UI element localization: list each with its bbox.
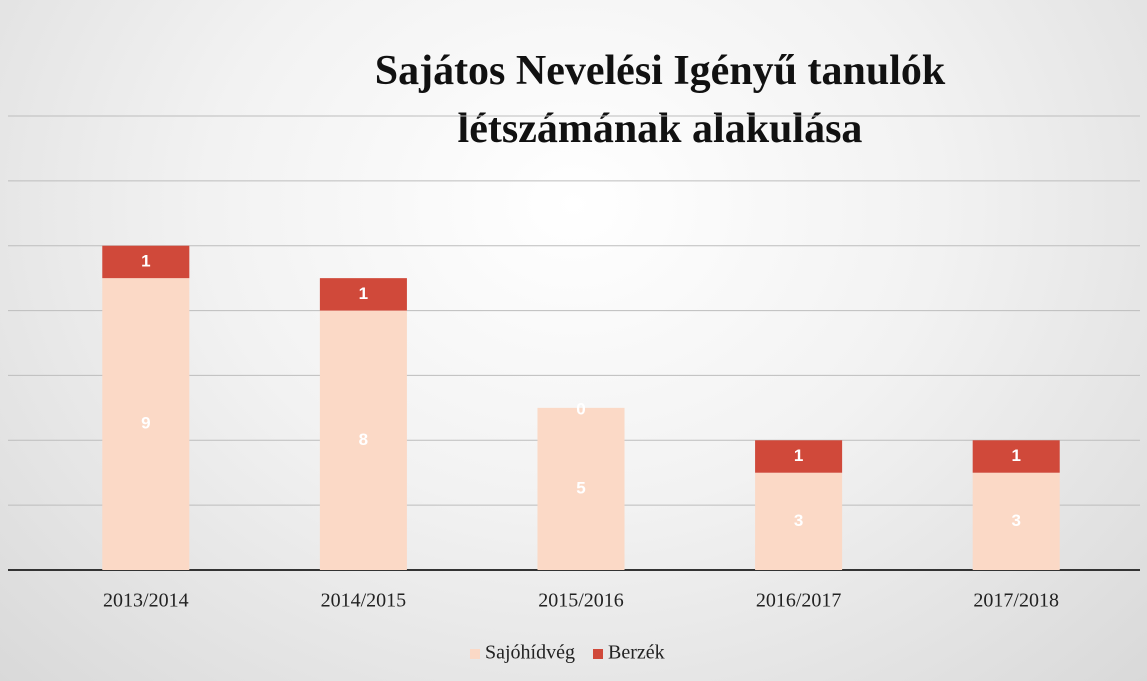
data-label: 1 [1011, 446, 1020, 465]
data-label: 3 [1011, 511, 1020, 530]
x-tick-label: 2015/2016 [538, 590, 624, 612]
bar-segment [755, 440, 843, 473]
legend-label: Berzék [608, 642, 665, 664]
data-label: 0 [576, 399, 585, 418]
chart-title: Sajátos Nevelési Igényű tanulók létszámá… [374, 48, 946, 152]
data-label: 1 [359, 284, 368, 303]
x-tick-label: 2017/2018 [973, 590, 1059, 612]
data-label: 9 [141, 414, 150, 433]
bar-segment [537, 407, 625, 570]
bar-segment [319, 278, 407, 311]
legend-label: Sajóhídvég [485, 642, 575, 664]
bar-segment [972, 472, 1060, 570]
data-label: 1 [141, 251, 150, 270]
data-label: 1 [794, 446, 803, 465]
x-tick-label: 2013/2014 [103, 590, 189, 612]
bar-segment [972, 440, 1060, 473]
x-tick-label: 2016/2017 [756, 590, 842, 612]
bar-segment [102, 245, 190, 279]
x-tick-label: 2014/2015 [321, 590, 407, 612]
bar-segment [755, 472, 843, 570]
data-label: 3 [794, 511, 803, 530]
legend-marker [593, 649, 603, 659]
bar-segment [319, 310, 407, 570]
data-label: 5 [576, 478, 585, 497]
legend-marker [470, 649, 480, 659]
data-label: 8 [359, 430, 368, 449]
bar-segment [102, 278, 190, 570]
